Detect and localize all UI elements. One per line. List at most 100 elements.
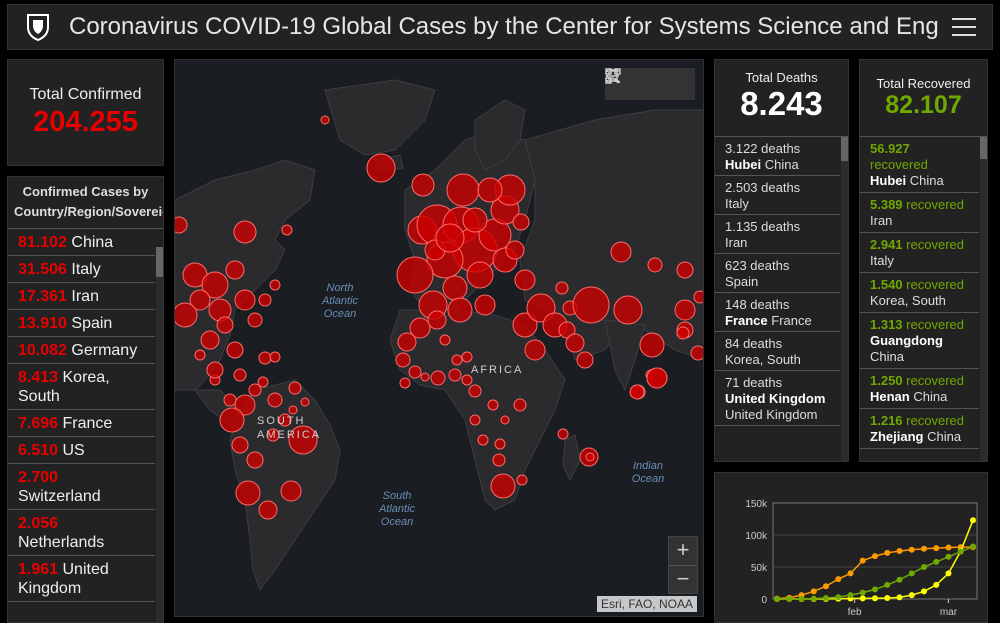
deaths-region: United Kingdom <box>725 391 826 406</box>
deaths-list-item[interactable]: 3.122 deaths Hubei China <box>715 137 840 176</box>
series-point <box>835 576 842 583</box>
deaths-country: Korea, South <box>725 352 801 367</box>
deaths-list-item[interactable]: 148 deaths France France <box>715 293 840 332</box>
north-atlantic-label: North Atlantic Ocean <box>321 282 359 320</box>
confirmed-count: 10.082 <box>18 342 67 359</box>
deaths-list-item[interactable]: 84 deaths Korea, South <box>715 332 840 371</box>
deaths-list-item[interactable]: 71 deaths United Kingdom United Kingdom <box>715 371 840 426</box>
scroll-thumb[interactable] <box>980 137 987 159</box>
series-point <box>872 595 878 602</box>
deaths-count: 71 deaths <box>725 375 783 390</box>
confirmed-list-item[interactable]: 1.961 United Kingdom <box>8 556 155 602</box>
deaths-list-item[interactable]: 623 deaths Spain <box>715 254 840 293</box>
deaths-list-item[interactable]: 2.503 deaths Italy <box>715 176 840 215</box>
country-name: Germany <box>71 342 138 359</box>
deaths-list[interactable]: 3.122 deaths Hubei China 2.503 deaths Ital… <box>715 137 848 426</box>
recovered-list-item[interactable]: 2.941 recovered Italy <box>860 233 979 273</box>
recovered-country: China <box>927 429 962 444</box>
recovered-list-item[interactable]: 1.540 recovered Korea, South <box>860 273 979 313</box>
scroll-thumb[interactable] <box>841 137 848 161</box>
recovered-suffix: recovered <box>906 373 964 388</box>
confirmed-list-item[interactable]: 6.510 US <box>8 437 155 464</box>
x-tick-label: mar <box>940 607 958 618</box>
series-point <box>921 545 927 552</box>
scroll-thumb[interactable] <box>156 247 163 277</box>
series-point <box>896 594 903 601</box>
confirmed-count: 81.102 <box>18 234 67 251</box>
deaths-list-scrollbar[interactable] <box>841 137 848 461</box>
recovered-country: Iran <box>870 213 893 228</box>
confirmed-list-item[interactable]: 7.696 France <box>8 410 155 437</box>
total-deaths-value: 8.243 <box>740 85 823 122</box>
confirmed-count: 7.696 <box>18 415 59 432</box>
recovered-list-item[interactable]: 1.250 recovered Henan China <box>860 369 979 409</box>
deaths-country: China <box>764 157 799 172</box>
confirmed-list-item[interactable]: 81.102 China <box>8 229 155 256</box>
confirmed-list-item[interactable]: 8.413 Korea, South <box>8 364 155 410</box>
africa-label: AFRICA <box>471 364 524 376</box>
confirmed-list-item[interactable]: 31.506 Italy <box>8 256 155 283</box>
total-deaths-panel: Total Deaths 8.243 3.122 deaths Hubei Chi… <box>714 59 849 462</box>
series-point <box>810 588 817 595</box>
recovered-count: 1.250 <box>870 373 903 388</box>
series-point <box>847 570 854 577</box>
zoom-control: + − <box>668 536 698 594</box>
recovered-list-item[interactable]: 1.313 recovered Guangdong China <box>860 313 979 369</box>
country-name: Korea, South <box>18 369 110 405</box>
total-confirmed-panel: Total Confirmed 204.255 <box>7 59 164 166</box>
cases-line-chart[interactable]: 0 50k 100k 150k feb mar <box>715 473 989 623</box>
confirmed-list-item[interactable]: 13.910 Spain <box>8 310 155 337</box>
series-point <box>945 544 952 551</box>
confirmed-list-scrollbar[interactable] <box>156 247 163 622</box>
confirmed-list-item[interactable]: 17.361 Iran <box>8 283 155 310</box>
total-deaths-label: Total Deaths <box>745 70 818 85</box>
y-tick-label: 50k <box>751 563 768 574</box>
recovered-list-item[interactable]: 56.927 recovered Hubei China <box>860 137 979 193</box>
series-point <box>933 545 940 552</box>
country-name: Spain <box>71 315 113 332</box>
south-america-label: SOUTH AMERICA <box>257 415 322 441</box>
confirmed-count: 2.056 <box>18 515 59 532</box>
recovered-list[interactable]: 56.927 recovered Hubei China 5.389 recover… <box>860 137 987 449</box>
confirmed-list[interactable]: 81.102 China 31.506 Italy 17.361 Iran 13.91… <box>8 229 163 602</box>
confirmed-count: 31.506 <box>18 261 67 278</box>
y-tick-label: 150k <box>745 499 768 510</box>
recovered-list-item[interactable]: 1.216 recovered Zhejiang China <box>860 409 979 449</box>
recovered-list-item[interactable]: 5.389 recovered Iran <box>860 193 979 233</box>
country-name: United Kingdom <box>18 561 109 597</box>
zoom-out-button[interactable]: − <box>669 565 697 593</box>
confirmed-list-item[interactable]: 2.700 Switzerland <box>8 464 155 510</box>
series-point <box>933 581 940 588</box>
zoom-in-button[interactable]: + <box>676 537 690 562</box>
deaths-list-item[interactable]: 1.135 deaths Iran <box>715 215 840 254</box>
recovered-region: Henan <box>870 389 910 404</box>
confirmed-by-country-panel: Confirmed Cases by Country/Region/Sovere… <box>7 176 164 623</box>
confirmed-list-item[interactable]: 10.082 Germany <box>8 337 155 364</box>
recovered-region: Hubei <box>870 173 907 188</box>
qr-code-icon[interactable] <box>605 68 621 84</box>
series-point <box>859 595 866 602</box>
series-point <box>798 595 805 602</box>
recovered-country: Italy <box>870 253 894 268</box>
world-map[interactable]: North Atlantic Ocean South Atlantic Ocea… <box>174 59 704 617</box>
menu-icon[interactable] <box>952 18 976 36</box>
series-point <box>908 570 915 577</box>
recovered-count: 56.927 <box>870 141 910 156</box>
deaths-count: 2.503 deaths <box>725 180 801 195</box>
map-canvas[interactable] <box>175 60 704 617</box>
cases-chart-panel: 0 50k 100k 150k feb mar <box>714 472 988 623</box>
chart-frame <box>772 502 978 600</box>
total-recovered-label: Total Recovered <box>876 76 971 91</box>
recovered-region: Guangdong <box>870 333 943 348</box>
south-atlantic-label: South Atlantic Ocean <box>378 490 416 528</box>
indian-ocean-label: Indian Ocean <box>631 460 665 485</box>
total-confirmed-label: Total Confirmed <box>29 86 142 103</box>
recovered-country: China <box>913 389 948 404</box>
series-point <box>786 595 793 602</box>
map-attribution[interactable]: Esri, FAO, NOAA <box>596 596 697 612</box>
confirmed-list-item[interactable]: 2.056 Netherlands <box>8 510 155 556</box>
series-point <box>896 576 903 583</box>
deaths-country: Iran <box>725 235 748 250</box>
country-name: Italy <box>71 261 101 278</box>
recovered-list-scrollbar[interactable] <box>980 137 987 461</box>
